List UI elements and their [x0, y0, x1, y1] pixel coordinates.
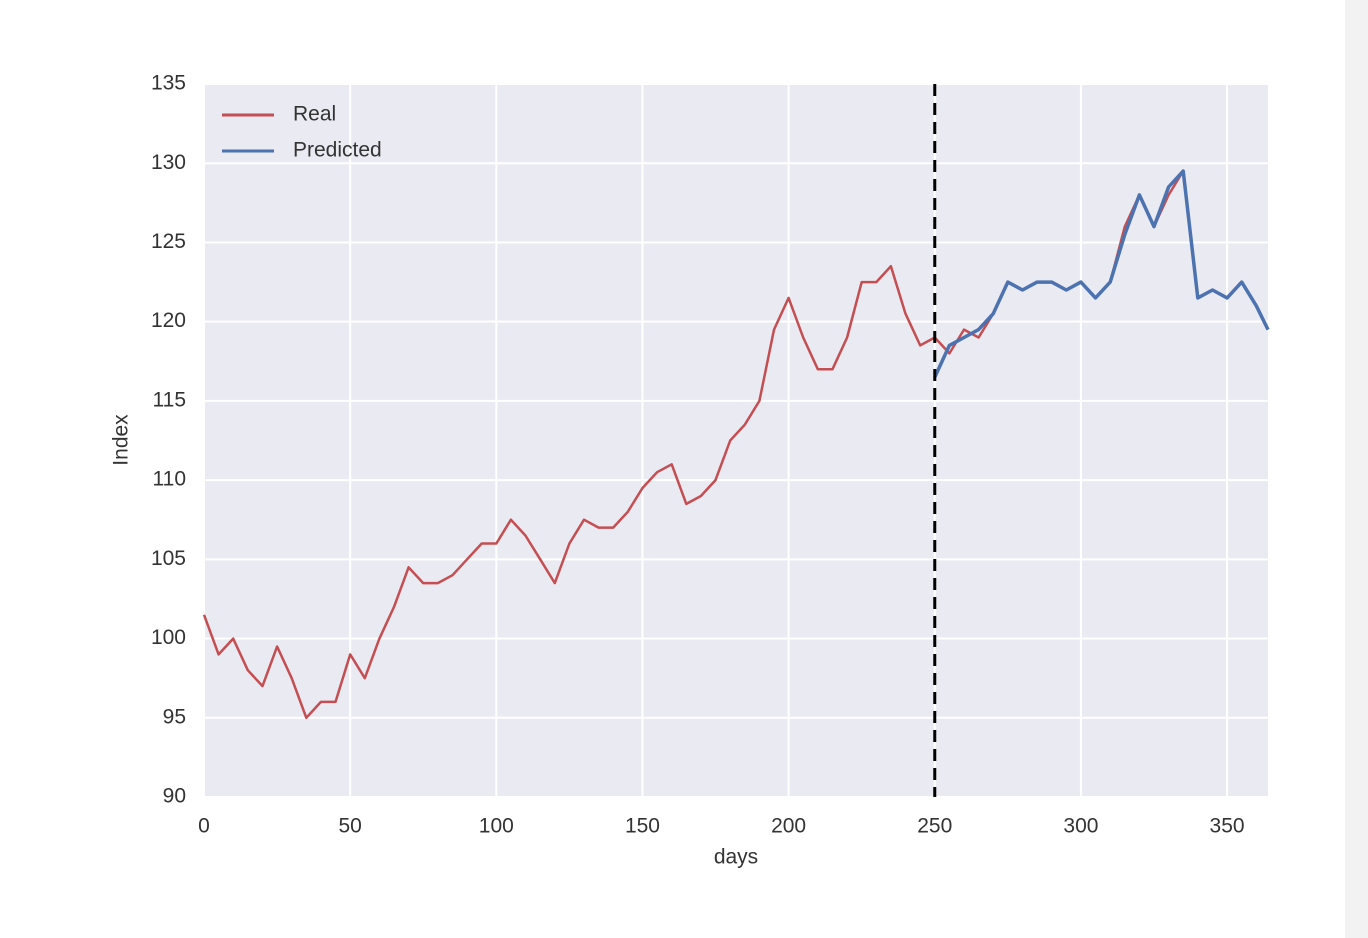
- y-tick-label: 135: [151, 72, 186, 95]
- y-axis-label: Index: [110, 414, 133, 466]
- legend-label: Predicted: [293, 139, 382, 162]
- lines: [202, 169, 1270, 720]
- x-tick-label: 150: [625, 815, 660, 838]
- legend-label: Real: [293, 103, 336, 126]
- grid: [203, 83, 1268, 798]
- y-tick-label: 120: [151, 309, 186, 332]
- x-tick-label: 0: [198, 815, 210, 838]
- edge-strip: [1345, 0, 1368, 938]
- x-tick-label: 250: [917, 815, 952, 838]
- y-tick-label: 110: [153, 468, 186, 491]
- plot-area: [204, 84, 1268, 797]
- x-tick-label: 200: [771, 815, 806, 838]
- y-tick-label: 125: [151, 230, 186, 253]
- y-tick-label: 115: [153, 388, 186, 411]
- y-tick-label: 95: [163, 705, 186, 728]
- x-axis-label: days: [714, 846, 758, 869]
- x-tick-label: 350: [1210, 815, 1245, 838]
- y-tick-label: 105: [151, 547, 186, 570]
- series-line: [933, 169, 1270, 378]
- x-tick-label: 300: [1063, 815, 1098, 838]
- x-tick-label: 50: [338, 815, 361, 838]
- y-tick-label: 90: [163, 785, 186, 808]
- x-tick-label: 100: [479, 815, 514, 838]
- y-tick-label: 100: [151, 626, 186, 649]
- y-tick-label: 130: [151, 151, 186, 174]
